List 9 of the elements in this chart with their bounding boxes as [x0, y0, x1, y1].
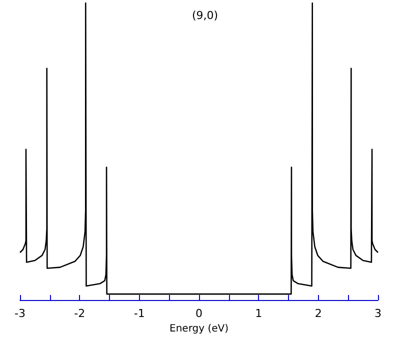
- x-tick-label: 1: [255, 307, 262, 320]
- x-tick-label: 0: [196, 307, 202, 320]
- text: (9,0): [192, 9, 218, 22]
- x-tick-label: -1: [134, 307, 145, 320]
- x-tick-label: 3: [374, 307, 382, 320]
- x-tick-label: 2: [314, 307, 322, 320]
- x-tick-label: -2: [74, 307, 86, 320]
- x-axis-title: Energy (eV): [170, 323, 229, 334]
- x-tick-label: -3: [14, 307, 26, 320]
